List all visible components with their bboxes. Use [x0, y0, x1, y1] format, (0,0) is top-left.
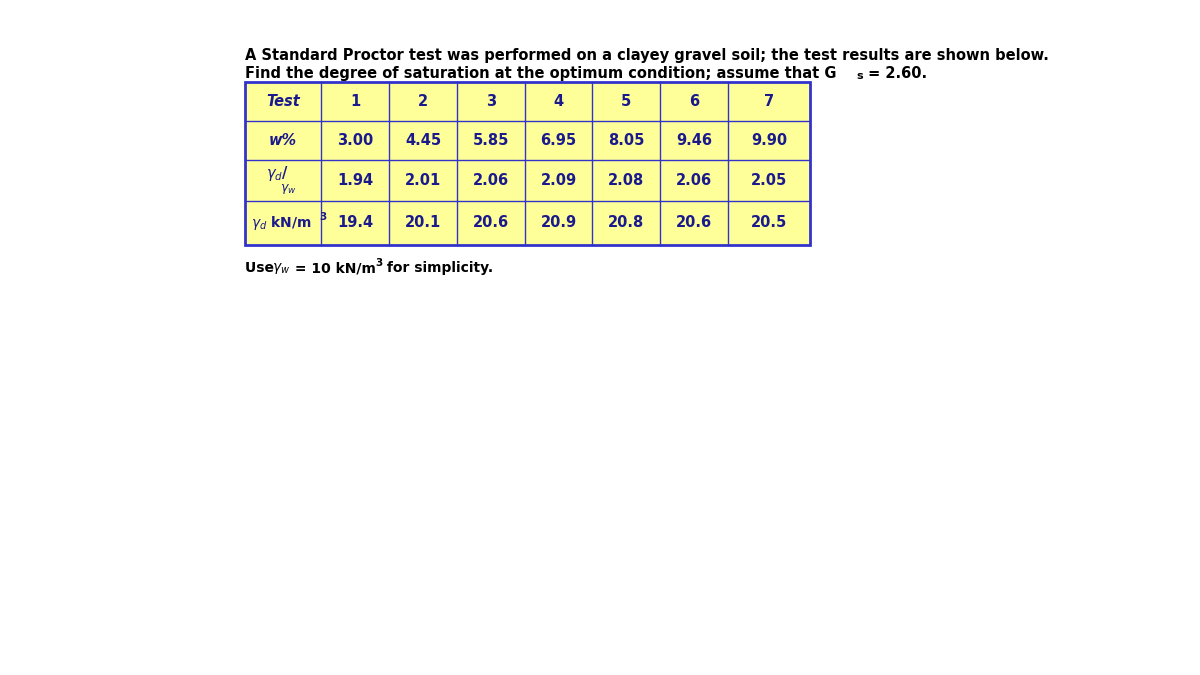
- Text: 20.6: 20.6: [473, 215, 509, 230]
- Text: 20.1: 20.1: [404, 215, 442, 230]
- Text: Find the degree of saturation at the optimum condition; assume that G: Find the degree of saturation at the opt…: [245, 66, 836, 81]
- Text: 20.6: 20.6: [676, 215, 713, 230]
- Text: s: s: [856, 71, 863, 81]
- Text: 20.9: 20.9: [540, 215, 577, 230]
- Text: w%: w%: [269, 133, 298, 148]
- Text: $\mathit{\gamma_w}$: $\mathit{\gamma_w}$: [280, 182, 296, 196]
- Text: 3: 3: [319, 212, 326, 222]
- Bar: [245, 82, 810, 245]
- Text: $\mathit{\gamma_w}$: $\mathit{\gamma_w}$: [272, 261, 290, 276]
- Text: 4.45: 4.45: [404, 133, 442, 148]
- Text: 9.90: 9.90: [751, 133, 787, 148]
- Text: 3: 3: [374, 258, 383, 268]
- Text: 1.94: 1.94: [337, 173, 373, 188]
- Text: 2.08: 2.08: [608, 173, 644, 188]
- Text: 6: 6: [689, 94, 700, 109]
- Text: 20.5: 20.5: [751, 215, 787, 230]
- Text: 2: 2: [418, 94, 428, 109]
- Text: 3.00: 3.00: [337, 133, 373, 148]
- Text: 7: 7: [764, 94, 774, 109]
- Text: 5.85: 5.85: [473, 133, 509, 148]
- Text: for simplicity.: for simplicity.: [382, 261, 493, 275]
- Text: = 2.60.: = 2.60.: [863, 66, 928, 81]
- Text: 5: 5: [622, 94, 631, 109]
- Text: 2.06: 2.06: [676, 173, 713, 188]
- Text: 2.01: 2.01: [404, 173, 442, 188]
- Text: = 10 kN/m: = 10 kN/m: [290, 261, 376, 275]
- Text: 4: 4: [553, 94, 564, 109]
- Text: 6.95: 6.95: [540, 133, 577, 148]
- Text: 3: 3: [486, 94, 496, 109]
- Text: 19.4: 19.4: [337, 215, 373, 230]
- Text: Test: Test: [266, 94, 300, 109]
- Text: 20.8: 20.8: [608, 215, 644, 230]
- Text: $\mathit{\gamma_d}$/: $\mathit{\gamma_d}$/: [265, 164, 289, 183]
- Text: 1: 1: [350, 94, 360, 109]
- Text: 2.05: 2.05: [751, 173, 787, 188]
- Text: $\mathit{\gamma_d}$ kN/m: $\mathit{\gamma_d}$ kN/m: [251, 214, 312, 232]
- Text: Use: Use: [245, 261, 278, 275]
- Text: 2.06: 2.06: [473, 173, 509, 188]
- Text: 9.46: 9.46: [676, 133, 712, 148]
- Text: 8.05: 8.05: [608, 133, 644, 148]
- Text: A Standard Proctor test was performed on a clayey gravel soil; the test results : A Standard Proctor test was performed on…: [245, 48, 1049, 63]
- Text: 2.09: 2.09: [540, 173, 577, 188]
